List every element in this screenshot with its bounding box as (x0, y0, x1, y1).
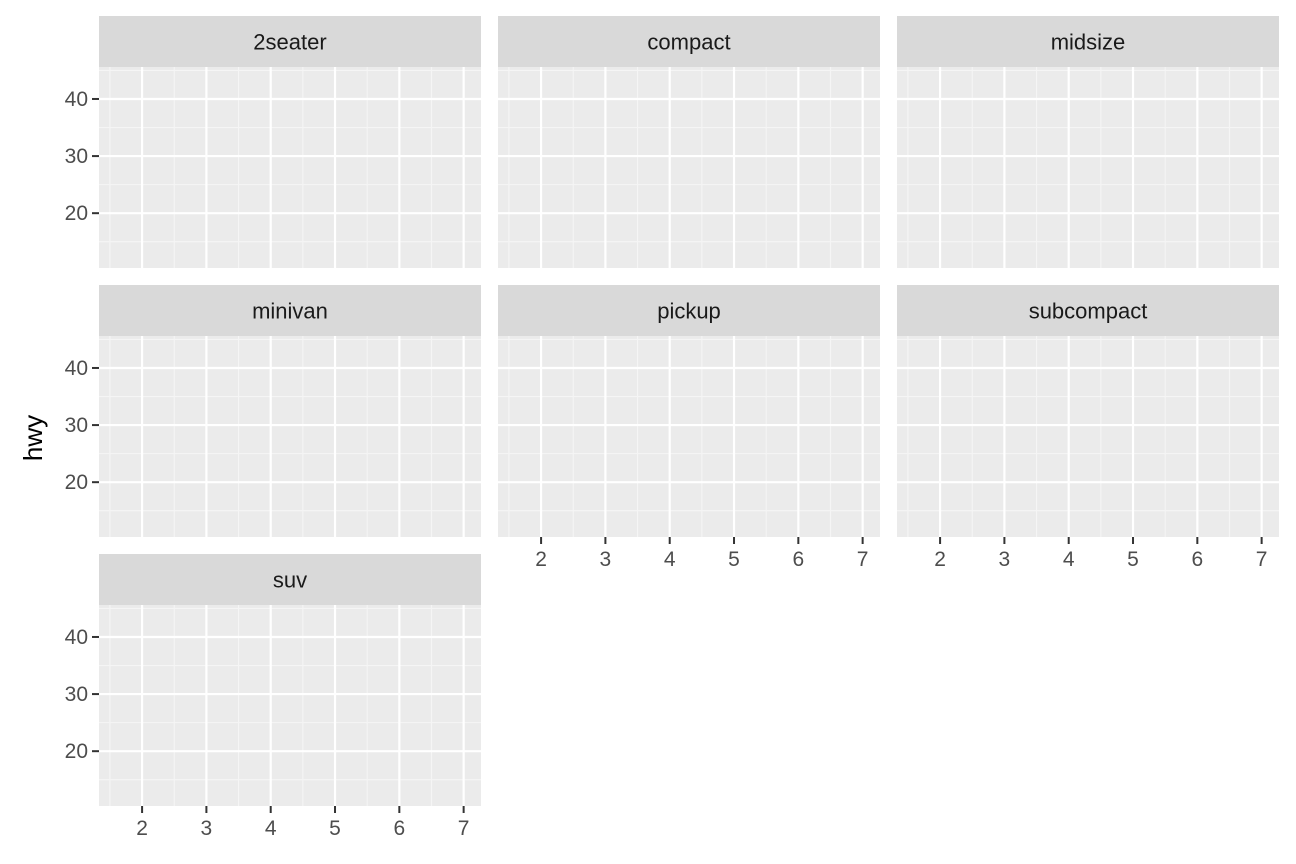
x-tick-label: 6 (1191, 548, 1203, 571)
plot-panel (498, 336, 880, 537)
facet-strip-label: pickup (657, 299, 721, 324)
x-tick-label: 6 (393, 817, 405, 840)
facet-panel-suv: suv 20 30 40 2 3 4 5 6 7 (65, 554, 481, 840)
facet-panel-compact: compact (498, 16, 880, 268)
facet-strip-label: compact (647, 30, 730, 55)
y-axis-title: hwy (18, 415, 48, 461)
plot-panel (99, 336, 481, 537)
facet-panel-subcompact: subcompact 2 3 4 5 6 7 (897, 285, 1279, 571)
facet-strip (99, 285, 481, 336)
facet-panel-2seater: 2seater 20 30 40 (65, 16, 481, 268)
x-tick-label: 7 (857, 548, 869, 571)
x-tick-label: 4 (1063, 548, 1075, 571)
facet-strip (99, 554, 481, 605)
facet-strip (99, 16, 481, 67)
y-tick-label: 20 (65, 471, 88, 494)
x-tick-label: 7 (458, 817, 470, 840)
y-tick-label: 40 (65, 88, 88, 111)
y-tick-label: 30 (65, 683, 88, 706)
y-tick-label: 40 (65, 626, 88, 649)
plot-panel (897, 336, 1279, 537)
x-tick-label: 5 (329, 817, 341, 840)
facet-strip-label: 2seater (253, 30, 326, 55)
facet-panel-midsize: midsize (897, 16, 1279, 268)
x-tick-label: 6 (792, 548, 804, 571)
plot-panel (99, 605, 481, 806)
facet-strip (498, 285, 880, 336)
facet-strip-label: suv (273, 568, 307, 593)
x-tick-label: 3 (999, 548, 1011, 571)
x-tick-label: 2 (136, 817, 148, 840)
x-tick-label: 2 (934, 548, 946, 571)
facet-panel-pickup: pickup 2 3 4 5 6 7 (498, 285, 880, 571)
plot-panel (498, 67, 880, 268)
plot-panel (99, 67, 481, 268)
x-tick-label: 7 (1256, 548, 1268, 571)
y-tick-label: 30 (65, 145, 88, 168)
facet-strip (897, 16, 1279, 67)
facet-grid: 2seater 20 30 40 compact midsize minivan 20 30 40… (65, 16, 1279, 840)
facet-strip-label: subcompact (1029, 299, 1148, 324)
x-tick-label: 4 (265, 817, 277, 840)
facet-strip (498, 16, 880, 67)
x-tick-label: 5 (1127, 548, 1139, 571)
y-tick-label: 20 (65, 202, 88, 225)
facet-strip-label: minivan (252, 299, 328, 324)
facet-strip-label: midsize (1051, 30, 1126, 55)
x-tick-label: 3 (201, 817, 213, 840)
facet-strip (897, 285, 1279, 336)
x-tick-label: 4 (664, 548, 676, 571)
x-tick-label: 3 (600, 548, 612, 571)
y-tick-label: 20 (65, 740, 88, 763)
plot-panel (897, 67, 1279, 268)
y-tick-label: 40 (65, 357, 88, 380)
x-tick-label: 5 (728, 548, 740, 571)
y-tick-label: 30 (65, 414, 88, 437)
x-tick-label: 2 (535, 548, 547, 571)
facet-panel-minivan: minivan 20 30 40 (65, 285, 481, 537)
